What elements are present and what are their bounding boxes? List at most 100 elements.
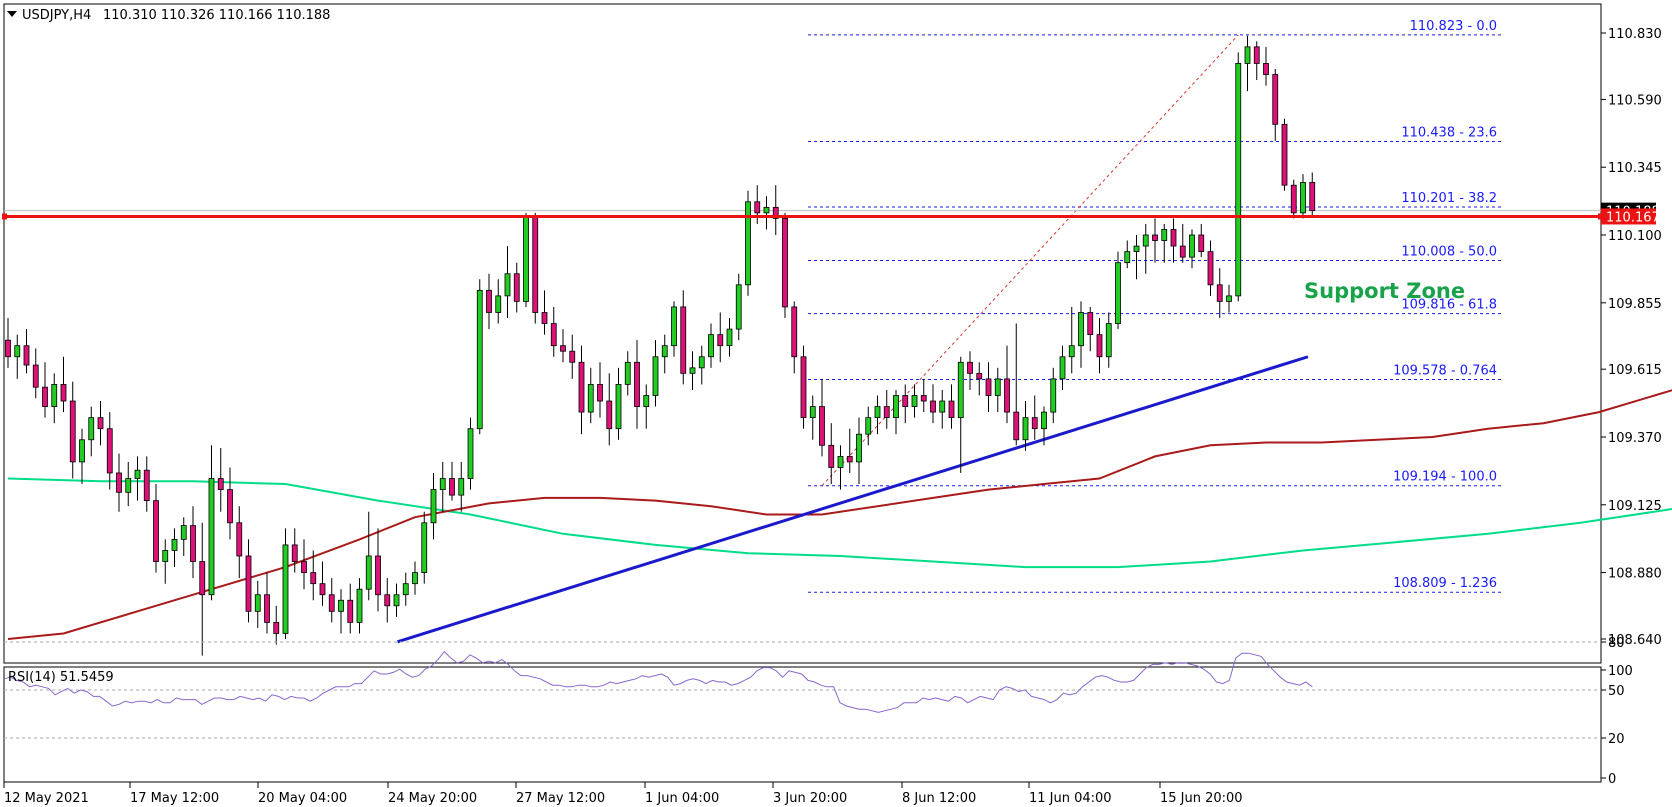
- candle-body: [513, 273, 520, 302]
- candle-body: [458, 478, 465, 496]
- resistance-tag: [1601, 208, 1656, 225]
- candle-body: [1078, 312, 1084, 347]
- candle-body: [486, 289, 492, 313]
- candle-body: [856, 433, 862, 463]
- price-tick-label: 108.880: [1608, 567, 1662, 582]
- candle-body: [874, 406, 881, 419]
- candle-body: [967, 361, 973, 374]
- candle-body: [60, 384, 67, 402]
- dropdown-triangle-icon[interactable]: [7, 11, 17, 17]
- price-tick-label: 110.590: [1608, 93, 1662, 108]
- fib-level-label: 110.823 - 0.0: [1410, 19, 1497, 34]
- candle-body: [1235, 63, 1242, 297]
- resistance-marker: [2, 213, 7, 220]
- candle-body: [1004, 378, 1010, 413]
- fib-level-label: 110.201 - 38.2: [1401, 191, 1497, 206]
- time-tick-label: 15 Jun 20:00: [1160, 791, 1243, 806]
- candle-body: [319, 583, 326, 596]
- price-panel[interactable]: [3, 3, 1602, 664]
- candle-body: [32, 364, 39, 388]
- candles: [5, 35, 1316, 656]
- rsi-tick-label: 20: [1608, 732, 1625, 747]
- rsi-tick-label: 80: [1608, 636, 1625, 651]
- candle-body: [772, 206, 779, 219]
- candle-body: [569, 350, 576, 363]
- fib-swing-line: [821, 34, 1239, 487]
- candle-body: [523, 215, 529, 302]
- price-tick-label: 109.855: [1608, 297, 1662, 312]
- candle-body: [865, 417, 872, 435]
- candle-body: [79, 439, 85, 463]
- candle-body: [310, 572, 317, 585]
- candle-body: [985, 378, 992, 396]
- candle-body: [597, 384, 603, 402]
- fib-level-label: 109.816 - 61.8: [1401, 298, 1497, 313]
- candle-body: [680, 306, 687, 374]
- rsi-tick-label: 0: [1608, 772, 1616, 787]
- candle-body: [689, 367, 696, 374]
- candle-body: [745, 201, 751, 286]
- rsi-label: RSI(14) 51.5459: [8, 670, 114, 685]
- candle-body: [430, 489, 437, 524]
- candle-body: [476, 289, 483, 430]
- candle-body: [560, 345, 566, 352]
- resistance-tag-label: 110.167: [1606, 210, 1660, 225]
- candle-body: [846, 455, 853, 463]
- candle-body: [1244, 46, 1251, 64]
- fib-level-label: 108.809 - 1.236: [1393, 576, 1497, 591]
- fib-level-label: 109.194 - 100.0: [1393, 470, 1497, 485]
- candle-body: [1170, 229, 1177, 247]
- candle-body: [532, 215, 539, 313]
- candle-body: [1253, 46, 1260, 64]
- candle-body: [1013, 411, 1020, 441]
- ma-slow-line: [7, 477, 1672, 569]
- candle-body: [106, 428, 113, 474]
- time-tick-label: 17 May 12:00: [130, 791, 219, 806]
- candle-body: [217, 478, 224, 490]
- candle-body: [439, 478, 446, 490]
- candle-body: [1281, 123, 1288, 186]
- candle-body: [708, 334, 714, 358]
- candle-body: [273, 621, 280, 634]
- candle-body: [51, 384, 58, 407]
- candle-body: [162, 550, 169, 562]
- candle-body: [264, 594, 270, 623]
- price-tick-label: 109.125: [1608, 499, 1662, 514]
- candle-body: [504, 273, 511, 297]
- symbol-label: USDJPY,H4: [22, 8, 91, 23]
- candle-body: [97, 417, 104, 430]
- rsi-panel[interactable]: [3, 666, 1602, 783]
- candle-body: [893, 395, 899, 419]
- candle-body: [449, 478, 455, 496]
- candle-body: [652, 356, 659, 396]
- candle-body: [1133, 245, 1140, 253]
- candle-body: [153, 500, 159, 562]
- fib-level-label: 110.438 - 23.6: [1401, 125, 1497, 140]
- candle-body: [467, 428, 474, 479]
- time-tick-label: 27 May 12:00: [516, 791, 605, 806]
- candle-body: [717, 334, 724, 347]
- rsi-tick-label: 100: [1608, 664, 1633, 679]
- candle-body: [911, 395, 918, 407]
- candle-body: [1124, 251, 1131, 264]
- candle-body: [356, 588, 363, 623]
- candle-body: [5, 339, 11, 358]
- trendline: [397, 355, 1309, 644]
- candle-body: [1161, 229, 1168, 241]
- candle-body: [412, 572, 418, 585]
- candle-body: [1290, 184, 1297, 214]
- candle-body: [282, 544, 289, 634]
- resistance-layer: 110.188110.167: [2, 202, 1660, 225]
- candle-body: [1031, 417, 1038, 430]
- candle-body: [671, 306, 677, 347]
- price-tick-label: 110.100: [1608, 229, 1662, 244]
- candle-body: [291, 544, 298, 562]
- candle-body: [1226, 295, 1232, 302]
- rsi-tick-label: 50: [1608, 684, 1625, 699]
- candle-body: [199, 561, 206, 596]
- candle-body: [23, 345, 30, 366]
- time-tick-label: 20 May 04:00: [258, 791, 347, 806]
- candle-body: [1068, 345, 1075, 358]
- candle-body: [587, 384, 594, 413]
